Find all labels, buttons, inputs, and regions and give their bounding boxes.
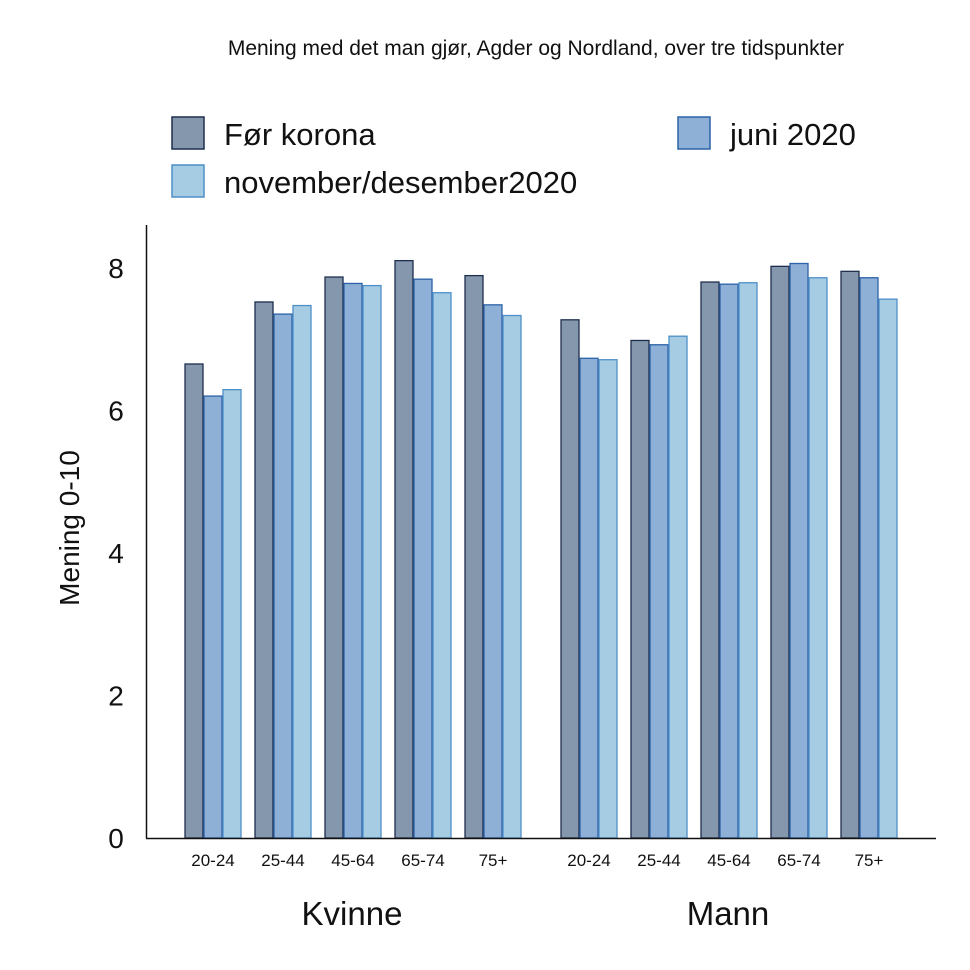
bar — [859, 277, 879, 839]
bar — [254, 301, 274, 839]
y-tick-label: 2 — [108, 680, 124, 711]
bar — [464, 274, 484, 839]
bar — [738, 282, 758, 839]
bar — [668, 335, 688, 839]
bar — [878, 298, 898, 839]
y-tick-label: 8 — [108, 253, 124, 284]
bar — [432, 292, 452, 839]
bar — [770, 265, 790, 839]
bar — [324, 276, 344, 839]
bar — [598, 359, 618, 839]
legend-swatch — [677, 116, 711, 150]
bar — [413, 278, 433, 839]
x-tick-label: 20-24 — [191, 851, 234, 870]
bar — [808, 277, 828, 839]
group-label: Mann — [687, 895, 770, 932]
y-tick-label: 4 — [108, 538, 124, 569]
bars — [184, 259, 898, 839]
x-tick-label: 25-44 — [261, 851, 304, 870]
x-tick-label: 45-64 — [707, 851, 750, 870]
bar — [483, 304, 503, 839]
bar — [203, 395, 223, 839]
bar — [502, 314, 522, 839]
bar — [394, 259, 414, 839]
bar — [840, 270, 860, 839]
x-tick-label: 25-44 — [637, 851, 680, 870]
bar — [292, 304, 312, 839]
x-tick-label: 75+ — [479, 851, 508, 870]
bar — [560, 319, 580, 839]
legend-label: november/desember2020 — [224, 165, 577, 200]
x-tick-label: 65-74 — [777, 851, 820, 870]
bar — [362, 284, 382, 839]
y-tick-label: 6 — [108, 395, 124, 426]
bar — [719, 283, 739, 839]
y-axis-ticks: 0 2 4 6 8 — [108, 253, 124, 854]
bar — [273, 313, 293, 839]
legend-label: juni 2020 — [729, 117, 856, 152]
legend-label: Før korona — [224, 117, 376, 152]
legend-swatch — [171, 164, 205, 198]
legend: Før korona juni 2020 november/desember2020 — [171, 116, 856, 200]
x-tick-label: 65-74 — [401, 851, 444, 870]
y-axis-label: Mening 0-10 — [54, 450, 85, 606]
x-tick-label: 75+ — [855, 851, 884, 870]
x-tick-label: 45-64 — [331, 851, 374, 870]
chart-title: Mening med det man gjør, Agder og Nordla… — [228, 37, 844, 60]
bar — [700, 281, 720, 839]
x-axis-ticks: 20-24 25-44 45-64 65-74 75+ 20-24 25-44 45-64 65… — [191, 851, 883, 870]
bar — [579, 357, 599, 839]
y-tick-label: 0 — [108, 823, 124, 854]
group-labels: Kvinne Mann — [302, 895, 770, 932]
bar — [343, 282, 363, 839]
bar — [630, 339, 650, 839]
bar — [222, 389, 242, 839]
group-label: Kvinne — [302, 895, 403, 932]
bar — [789, 262, 809, 839]
legend-swatch — [171, 116, 205, 150]
bar — [184, 363, 204, 839]
bar — [649, 344, 669, 839]
x-tick-label: 20-24 — [567, 851, 610, 870]
